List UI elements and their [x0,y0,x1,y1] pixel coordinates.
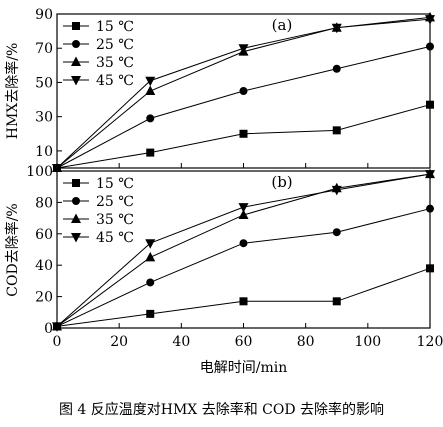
y-tick-label: 100 [26,164,53,180]
legend-label: 35 ℃ [96,212,134,228]
x-tick-label: 0 [53,334,62,350]
data-point [332,64,341,73]
data-point [145,76,156,87]
data-point [146,148,155,157]
y-tick-label: 30 [35,110,53,126]
x-axis-label: 电解时间/min [200,360,288,376]
data-point [425,170,435,180]
data-point [332,297,341,306]
data-point [331,185,342,196]
data-point [52,164,62,174]
legend-marker [72,40,80,48]
y-tick-label: 80 [35,195,53,211]
legend-marker [71,213,81,223]
y-tick-label: 40 [35,258,53,274]
data-point [238,203,249,213]
legend: 15 ℃ 25 ℃ 35 ℃ 45 ℃ [63,176,134,246]
y-tick-label: 50 [35,75,53,91]
legend-marker [71,56,81,66]
y-tick-label: 20 [35,290,53,306]
y-tick-label: 60 [35,227,53,243]
data-point [145,85,156,95]
panel-label: (b) [271,173,292,191]
panel-label: (a) [272,16,293,34]
legend-label: 45 ℃ [96,230,134,246]
data-point [145,239,156,249]
data-point [238,44,249,54]
chart-panel-a: 10 30 50 70 90 HMX去除率/% (a) 15 ℃ 25 ℃ 35 ℃ 45 ℃ [4,7,435,174]
y-axis-label: HMX去除率/% [4,43,21,140]
y-tick-label: 90 [35,7,53,23]
x-tick-label: 60 [235,334,253,350]
chart-panel-b: 0 20 40 60 80 100 0 20 40 60 80 100 120 COD去除率/% 电解时间/… [4,164,443,376]
x-tick-label: 20 [110,334,128,350]
legend-label: 45 ℃ [96,73,134,89]
x-tick-label: 100 [354,334,381,350]
data-point [426,204,434,213]
data-point [239,239,248,248]
y-tick-label: 0 [44,321,53,337]
legend-marker [72,197,80,205]
x-tick-label: 120 [417,334,443,350]
data-point [238,209,249,219]
legend-marker [72,179,80,187]
legend-label: 25 ℃ [96,194,134,210]
y-tick-label: 10 [35,144,53,160]
data-point [425,15,435,25]
figure: 10 30 50 70 90 HMX去除率/% (a) 15 ℃ 25 ℃ 35 ℃ 45 ℃ 0 20… [4,7,443,376]
x-tick-label: 80 [297,334,315,350]
data-point [146,309,155,318]
figure-caption: 图 4 反应温度对HMX 去除率和 COD 去除率的影响 [58,402,385,418]
legend: 15 ℃ 25 ℃ 35 ℃ 45 ℃ [63,19,134,89]
data-point [239,297,248,306]
data-point [331,23,342,34]
data-point [426,100,434,109]
legend-marker [72,22,80,30]
data-point [426,264,434,273]
legend-label: 25 ℃ [96,37,134,53]
y-axis-label: COD去除率/% [4,203,21,296]
legend-label: 15 ℃ [96,19,134,35]
legend-marker [71,76,81,86]
data-point [145,251,156,262]
data-point [146,278,155,287]
x-tick-label: 40 [172,334,190,350]
data-point [426,42,434,51]
data-point [332,126,341,135]
y-tick-label: 70 [35,41,53,57]
legend-marker [71,233,81,243]
data-point [52,322,62,332]
legend-label: 35 ℃ [96,55,134,71]
data-point [332,228,341,237]
data-point [239,87,248,95]
data-point [146,114,155,123]
legend-label: 15 ℃ [96,176,134,192]
data-point [239,129,248,138]
